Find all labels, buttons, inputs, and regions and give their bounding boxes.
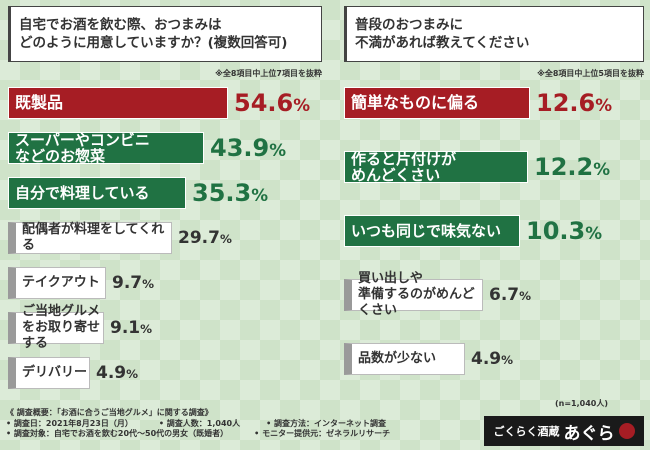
left-panel: 自宅でお酒を飲む際、おつまみは どのように用意していますか？(複数回答可) ※全… — [8, 6, 322, 404]
left-note: ※全8項目中上位7項目を抜粋 — [215, 69, 322, 78]
chart-bar: デリバリー — [8, 357, 90, 389]
bar-value-unit: % — [126, 367, 139, 381]
bar-value: 54.6% — [234, 89, 310, 117]
bar-value-number: 12.6 — [536, 89, 596, 117]
chart-bar: 簡単なものに偏る — [344, 87, 530, 119]
bar-value-number: 43.9 — [210, 134, 270, 162]
bar-value: 12.2% — [534, 153, 610, 181]
bar-value: 9.7% — [112, 273, 154, 293]
chart-row: 配偶者が料理をしてくれる 29.7% — [8, 222, 232, 254]
bar-label: 自分で料理している — [15, 184, 150, 202]
bar-value-unit: % — [219, 232, 232, 246]
chart-bar: いつも同じで味気ない — [344, 215, 520, 247]
survey-date: • 調査日：2021年8月23日（月） — [6, 418, 133, 428]
survey-monitor: • モニター提供元：ゼネラルリサーチ — [254, 429, 391, 438]
bar-label: 既製品 — [15, 93, 64, 112]
bar-value-number: 9.1 — [110, 318, 141, 338]
chart-row: 作ると片付けが めんどくさい 12.2% — [344, 151, 610, 183]
bar-label: いつも同じで味気ない — [351, 222, 502, 240]
bar-value-unit: % — [251, 185, 269, 205]
bar-value: 35.3% — [192, 179, 268, 207]
chart-row: ご当地グルメをお取り寄せする 9.1% — [8, 304, 152, 351]
chart-bar: 品数が少ない — [344, 343, 465, 375]
chart-bar: ご当地グルメをお取り寄せする — [8, 304, 104, 351]
brand-logo: ごくらく酒蔵 あぐら — [484, 416, 644, 446]
left-question: 自宅でお酒を飲む際、おつまみは どのように用意していますか？(複数回答可) — [19, 17, 288, 51]
chart-bar: テイクアウト — [8, 267, 106, 299]
chart-row: デリバリー 4.9% — [8, 357, 138, 389]
bar-value: 29.7% — [178, 228, 232, 248]
bar-value: 43.9% — [210, 134, 286, 162]
bar-value-number: 4.9 — [96, 363, 127, 383]
chart-row: テイクアウト 9.7% — [8, 267, 154, 299]
chart-bar: 配偶者が料理をしてくれる — [8, 222, 172, 254]
bar-value: 4.9% — [471, 349, 513, 369]
bar-value: 9.1% — [110, 318, 152, 338]
survey-people: • 調査人数：1,040人 — [158, 418, 241, 428]
survey-method: • 調査方法：インターネット調査 — [266, 418, 386, 428]
bar-label: 作ると片付けが めんどくさい — [351, 150, 457, 184]
bar-label: デリバリー — [22, 365, 88, 380]
bar-value-unit: % — [269, 140, 287, 160]
chart-bar: 作ると片付けが めんどくさい — [344, 151, 528, 183]
chart-bar: 既製品 — [8, 87, 228, 119]
chart-row: 品数が少ない 4.9% — [344, 343, 513, 375]
bar-value-number: 6.7 — [489, 285, 520, 305]
chart-bar: スーパーやコンビニ などのお惣菜 — [8, 132, 204, 164]
bar-value-number: 54.6 — [234, 89, 294, 117]
bar-label: ご当地グルメをお取り寄せする — [22, 304, 101, 351]
bar-value-number: 9.7 — [112, 273, 143, 293]
chart-bar: 自分で料理している — [8, 177, 186, 209]
bar-value-unit: % — [140, 322, 153, 336]
chart-row: スーパーやコンビニ などのお惣菜 43.9% — [8, 132, 286, 164]
survey-target: • 調査対象：自宅でお酒を飲む20代～50代の男女（既婚者） — [6, 429, 229, 438]
logo-seal-icon — [618, 423, 635, 439]
bar-value-unit: % — [293, 95, 311, 115]
right-panel: 普段のおつまみに 不満があれば教えてください ※全8項目中上位5項目を抜粋 簡単… — [344, 6, 644, 404]
survey-footer: 《 調査概要：「お酒に合うご当地グルメ」に関する調査》 • 調査日：2021年8… — [6, 408, 390, 440]
bar-value-unit: % — [142, 277, 155, 291]
right-question: 普段のおつまみに 不満があれば教えてください — [355, 17, 530, 51]
survey-title: 《 調査概要：「お酒に合うご当地グルメ」に関する調査》 — [6, 408, 213, 417]
logo-prefix: ごくらく酒蔵 — [493, 425, 560, 438]
chart-row: いつも同じで味気ない 10.3% — [344, 215, 602, 247]
bar-label: 簡単なものに偏る — [351, 93, 480, 112]
bar-value-number: 10.3 — [526, 217, 586, 245]
bar-value-number: 29.7 — [178, 228, 220, 248]
right-question-box: 普段のおつまみに 不満があれば教えてください — [344, 6, 644, 62]
bar-value: 6.7% — [489, 285, 531, 305]
chart-row: 自分で料理している 35.3% — [8, 177, 268, 209]
right-note: ※全8項目中上位5項目を抜粋 — [537, 69, 644, 78]
bar-value-unit: % — [519, 289, 532, 303]
chart-row: 簡単なものに偏る 12.6% — [344, 87, 612, 119]
bar-value-unit: % — [593, 159, 611, 179]
chart-row: 既製品 54.6% — [8, 87, 310, 119]
logo-name: あぐら — [563, 423, 615, 444]
bar-value-unit: % — [585, 223, 603, 243]
left-question-box: 自宅でお酒を飲む際、おつまみは どのように用意していますか？(複数回答可) — [8, 6, 322, 62]
bar-label: スーパーやコンビニ などのお惣菜 — [15, 131, 150, 165]
bar-value: 12.6% — [536, 89, 612, 117]
bar-value: 4.9% — [96, 363, 138, 383]
bar-value: 10.3% — [526, 217, 602, 245]
bar-label: 配偶者が料理をしてくれる — [22, 222, 165, 253]
bar-value-number: 12.2 — [534, 153, 594, 181]
bar-value-number: 4.9 — [471, 349, 502, 369]
bar-value-unit: % — [595, 95, 613, 115]
sample-size: (n=1,040人) — [554, 399, 608, 408]
bar-value-unit: % — [501, 353, 514, 367]
chart-bar: 買い出しや 準備するのがめんどくさい — [344, 271, 483, 318]
chart-row: 買い出しや 準備するのがめんどくさい 6.7% — [344, 271, 531, 318]
bar-label: 買い出しや 準備するのがめんどくさい — [358, 271, 475, 318]
bar-label: 品数が少ない — [358, 351, 437, 366]
bar-label: テイクアウト — [22, 275, 100, 290]
bar-value-number: 35.3 — [192, 179, 252, 207]
